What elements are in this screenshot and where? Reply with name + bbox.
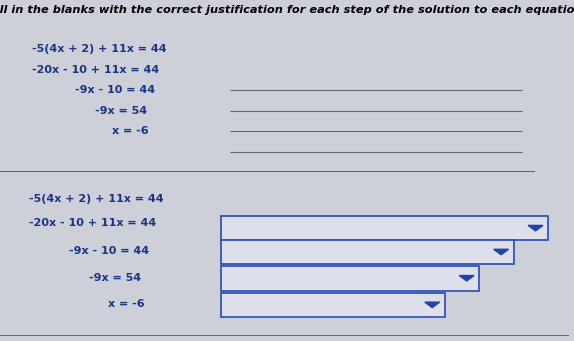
Text: -20x - 10 + 11x = 44: -20x - 10 + 11x = 44 <box>32 65 159 75</box>
Text: -9x = 54: -9x = 54 <box>89 273 141 283</box>
Polygon shape <box>425 302 440 308</box>
Bar <box>221 266 479 291</box>
Polygon shape <box>459 276 474 281</box>
Text: -9x - 10 = 44: -9x - 10 = 44 <box>75 85 155 95</box>
Text: -9x = 54: -9x = 54 <box>95 106 147 116</box>
Polygon shape <box>494 249 509 255</box>
Text: -5(4x + 2) + 11x = 44: -5(4x + 2) + 11x = 44 <box>32 44 166 55</box>
Text: -20x - 10 + 11x = 44: -20x - 10 + 11x = 44 <box>29 218 156 228</box>
Text: -9x - 10 = 44: -9x - 10 = 44 <box>69 246 149 256</box>
Bar <box>221 216 548 240</box>
Text: Fill in the blanks with the correct justification for each step of the solution : Fill in the blanks with the correct just… <box>0 5 574 15</box>
Bar <box>221 293 445 317</box>
Text: x = -6: x = -6 <box>112 126 149 136</box>
Polygon shape <box>528 225 543 231</box>
Text: x = -6: x = -6 <box>108 299 145 309</box>
Bar <box>221 240 514 264</box>
Text: -5(4x + 2) + 11x = 44: -5(4x + 2) + 11x = 44 <box>29 194 164 205</box>
